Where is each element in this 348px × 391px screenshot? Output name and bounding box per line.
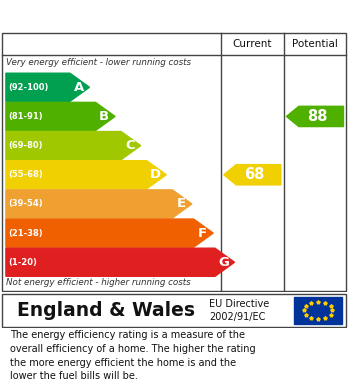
Text: G: G (218, 256, 229, 269)
Text: The energy efficiency rating is a measure of the
overall efficiency of a home. T: The energy efficiency rating is a measur… (10, 330, 256, 381)
Text: (39-54): (39-54) (9, 199, 43, 208)
Bar (294, 297, 342, 324)
Polygon shape (6, 248, 235, 276)
Polygon shape (6, 131, 141, 160)
Text: EU Directive
2002/91/EC: EU Directive 2002/91/EC (209, 299, 269, 322)
Text: A: A (73, 81, 84, 94)
Text: B: B (99, 110, 109, 123)
Text: E: E (176, 197, 186, 210)
Polygon shape (6, 161, 166, 189)
Text: (55-68): (55-68) (9, 170, 44, 179)
Text: Potential: Potential (292, 39, 338, 49)
Text: (21-38): (21-38) (9, 229, 43, 238)
Polygon shape (286, 106, 343, 127)
Text: Current: Current (232, 39, 272, 49)
Text: (81-91): (81-91) (9, 112, 43, 121)
Polygon shape (6, 102, 115, 131)
Polygon shape (224, 165, 281, 185)
Text: Energy Efficiency Rating: Energy Efficiency Rating (54, 7, 294, 25)
Polygon shape (6, 219, 213, 247)
Text: (1-20): (1-20) (9, 258, 38, 267)
Polygon shape (6, 190, 192, 218)
Text: Very energy efficient - lower running costs: Very energy efficient - lower running co… (6, 57, 191, 66)
Polygon shape (6, 73, 89, 101)
Text: 88: 88 (307, 109, 328, 124)
Text: (69-80): (69-80) (9, 141, 43, 150)
Text: England & Wales: England & Wales (17, 301, 195, 320)
Text: D: D (150, 168, 161, 181)
Text: F: F (198, 227, 207, 240)
Text: C: C (125, 139, 135, 152)
Text: (92-100): (92-100) (9, 83, 49, 92)
Text: Not energy efficient - higher running costs: Not energy efficient - higher running co… (6, 278, 191, 287)
Text: 68: 68 (245, 167, 265, 182)
